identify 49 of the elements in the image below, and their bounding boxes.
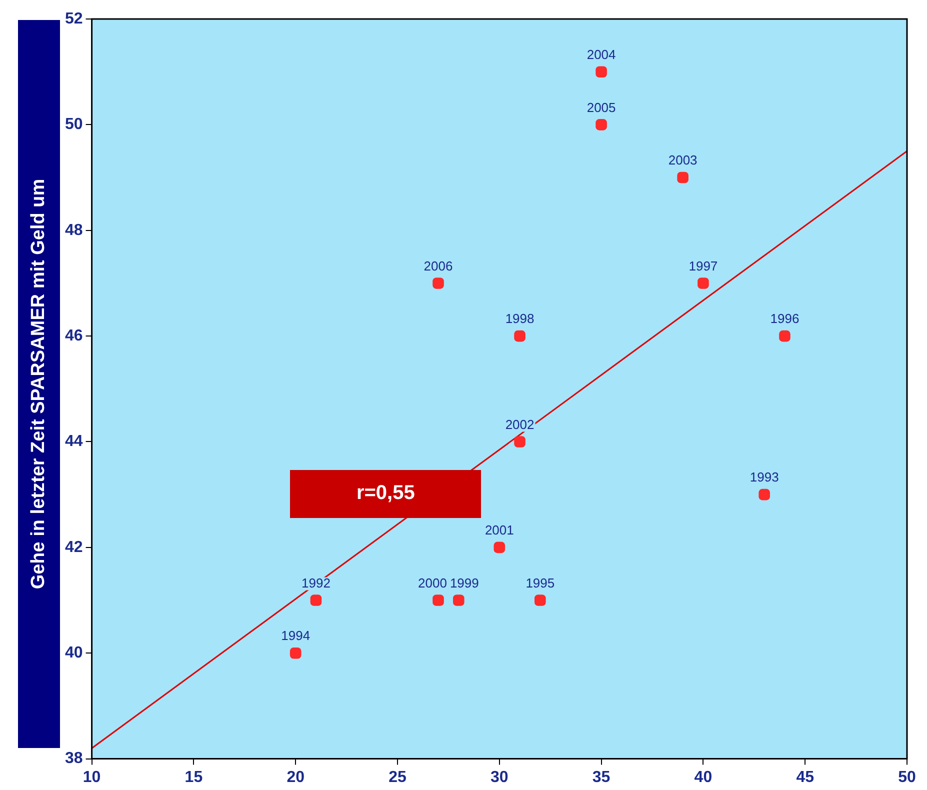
annotation: 2000 bbox=[418, 575, 447, 590]
point bbox=[534, 594, 546, 606]
annotation: 2001 bbox=[484, 522, 514, 538]
point bbox=[432, 278, 444, 289]
y-tick-label: 44 bbox=[65, 433, 83, 450]
point bbox=[779, 330, 790, 342]
point bbox=[596, 119, 607, 130]
x-tick-label: 10 bbox=[82, 768, 101, 786]
point bbox=[290, 647, 302, 659]
annotation: 2006 bbox=[424, 258, 453, 274]
point bbox=[758, 488, 770, 500]
x-tick-label: 30 bbox=[490, 768, 508, 786]
point bbox=[677, 172, 688, 184]
annotation: 2005 bbox=[586, 100, 616, 115]
x-tick-label: 20 bbox=[286, 768, 305, 786]
x-tick-label: 15 bbox=[184, 768, 203, 786]
point bbox=[596, 66, 607, 78]
point bbox=[514, 330, 526, 342]
annotation: 1993 bbox=[750, 470, 779, 485]
y-tick-label: 50 bbox=[65, 116, 83, 134]
y-tick-label: 42 bbox=[65, 538, 83, 556]
point bbox=[310, 594, 322, 606]
point bbox=[432, 594, 444, 606]
y-tick-label: 40 bbox=[65, 644, 83, 662]
annotation: 1997 bbox=[688, 258, 718, 274]
x-tick-label: 45 bbox=[796, 768, 814, 786]
y-tick-label: 38 bbox=[65, 750, 83, 768]
note-box: r=0,55 bbox=[290, 470, 482, 518]
point bbox=[452, 594, 464, 606]
annotation: 1996 bbox=[770, 311, 800, 326]
annotation: 2003 bbox=[668, 152, 698, 168]
x-tick-label: 25 bbox=[388, 768, 406, 786]
y-tick-label: 52 bbox=[65, 10, 83, 28]
annotation: 1992 bbox=[302, 575, 330, 590]
y-tick-label: 48 bbox=[65, 222, 83, 239]
x-tick-label: 40 bbox=[694, 768, 712, 786]
annotation: 2002 bbox=[505, 416, 534, 432]
annotation: 1994 bbox=[281, 628, 310, 644]
point bbox=[494, 542, 506, 554]
x-tick-label: 50 bbox=[898, 768, 916, 786]
y-tick-label: 46 bbox=[65, 327, 83, 344]
annotation: 2004 bbox=[586, 46, 616, 62]
x-tick-label: 35 bbox=[592, 768, 610, 786]
annotation: 1998 bbox=[505, 311, 534, 326]
point bbox=[514, 436, 526, 448]
point bbox=[698, 278, 709, 289]
annotation: 1999 bbox=[450, 575, 479, 590]
y-axis-title: Gehe in letzter Zeit SPARSAMER mit Geld um bbox=[28, 178, 50, 590]
annotation: 1995 bbox=[526, 575, 555, 590]
